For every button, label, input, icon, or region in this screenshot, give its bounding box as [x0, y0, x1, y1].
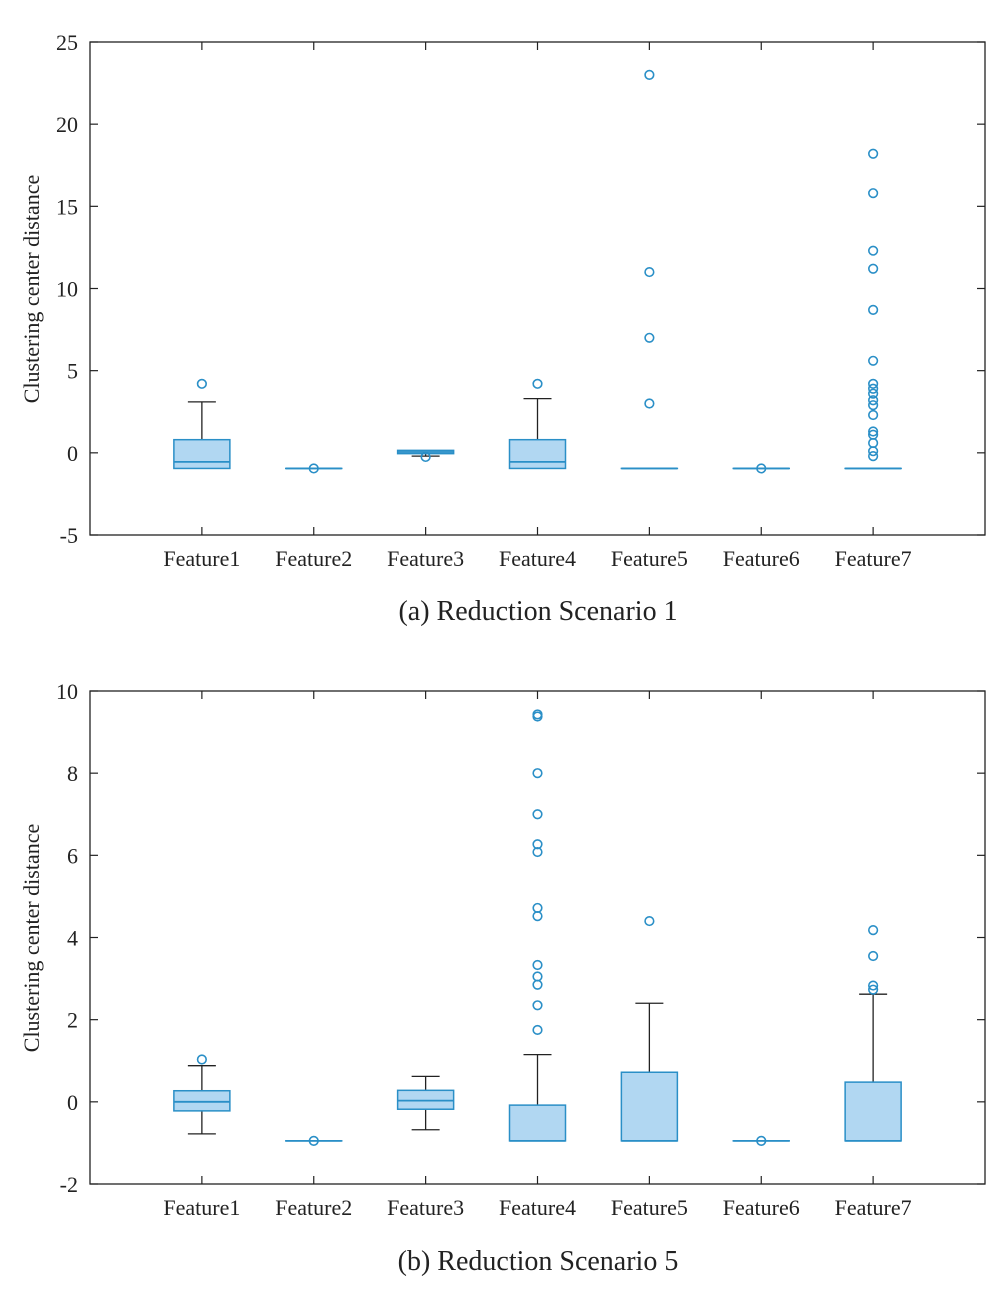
panel-a-box-feature3 — [396, 449, 455, 463]
outlier-point — [196, 378, 207, 389]
outlier-point — [532, 959, 543, 971]
panel-b-category-label: Feature7 — [835, 1195, 912, 1220]
outlier-point — [868, 426, 879, 437]
outlier-point — [868, 378, 879, 389]
panel-a-reduction-scenario-1: Clustering center distance (a) Reduction… — [19, 30, 986, 627]
panel-a-box-feature7 — [844, 148, 902, 470]
panel-b-category-label: Feature3 — [387, 1195, 464, 1220]
box-body — [620, 1071, 679, 1142]
panel-b-ytick-label: -2 — [60, 1172, 78, 1197]
outlier-point — [868, 925, 879, 936]
outlier-point — [644, 915, 655, 927]
panel-a-box-feature1 — [173, 378, 231, 470]
outlier-point — [868, 188, 879, 199]
outlier-point — [868, 304, 879, 315]
outlier-point — [532, 839, 543, 850]
outlier-point — [420, 451, 431, 463]
panel-b-box-feature2 — [285, 1135, 343, 1146]
outlier-point — [644, 332, 655, 343]
outlier-point — [868, 395, 879, 406]
panel-a-box-feature2 — [285, 463, 343, 474]
outlier-point — [868, 148, 879, 159]
outlier-point — [868, 984, 879, 995]
panel-b-category-label: Feature2 — [275, 1195, 352, 1220]
panel-a-category-label: Feature7 — [835, 546, 912, 571]
outlier-point — [868, 451, 879, 462]
panel-a-ytick-label: 20 — [56, 112, 78, 137]
panel-b-ytick-label: 0 — [67, 1090, 78, 1115]
outlier-point — [532, 768, 543, 779]
outlier-point — [868, 388, 879, 399]
panel-b-box-feature3 — [396, 1075, 455, 1131]
outlier-point — [532, 1000, 543, 1011]
outlier-point — [756, 463, 767, 474]
panel-b-ytick-label: 10 — [56, 679, 78, 704]
panel-b-reduction-scenario-5: Clustering center distance (b) Reduction… — [19, 679, 986, 1277]
outlier-point — [532, 979, 543, 990]
box-body — [844, 1081, 902, 1142]
outlier-point — [308, 1135, 319, 1146]
outlier-point — [644, 266, 655, 278]
outlier-point — [868, 980, 879, 991]
outlier-point — [868, 409, 879, 421]
panel-b-box-feature1 — [173, 1054, 231, 1135]
box-body — [508, 438, 567, 470]
outlier-point — [868, 245, 879, 256]
box-body — [173, 438, 231, 470]
panel-b-box-feature4 — [508, 709, 567, 1142]
outlier-point — [532, 971, 543, 982]
outlier-point — [644, 69, 655, 80]
outlier-point — [868, 263, 879, 274]
panel-a-ytick-label: -5 — [60, 523, 78, 548]
outlier-point — [532, 809, 543, 820]
panel-b-box-feature5 — [620, 915, 679, 1142]
outlier-point — [868, 950, 879, 962]
panel-b-box-feature7 — [844, 925, 902, 1142]
panel-a-ytick-label: 15 — [56, 194, 78, 219]
panel-a-category-label: Feature5 — [611, 546, 688, 571]
outlier-point — [868, 355, 879, 366]
outlier-point — [532, 378, 543, 389]
panel-b-ylabel: Clustering center distance — [19, 824, 44, 1052]
panel-a-ytick-label: 10 — [56, 277, 78, 302]
panel-a-box-feature4 — [508, 378, 567, 470]
outlier-point — [868, 383, 879, 394]
panel-b-category-label: Feature1 — [163, 1195, 240, 1220]
panel-a-caption: (a) Reduction Scenario 1 — [398, 596, 677, 627]
panel-a-box-feature5 — [620, 69, 679, 470]
panel-b-category-label: Feature4 — [499, 1195, 576, 1220]
panel-a-category-label: Feature2 — [275, 546, 352, 571]
panel-b-box-feature6 — [732, 1135, 790, 1146]
outlier-point — [644, 398, 655, 409]
panel-a-category-label: Feature3 — [387, 546, 464, 571]
panel-a-ytick-label: 5 — [67, 359, 78, 384]
outlier-point — [532, 1024, 543, 1036]
panel-a-ylabel: Clustering center distance — [19, 175, 44, 403]
outlier-point — [532, 902, 543, 914]
outlier-point — [868, 429, 879, 440]
panel-b-ytick-label: 6 — [67, 843, 78, 868]
panel-b-category-label: Feature5 — [611, 1195, 688, 1220]
panel-b-ytick-label: 2 — [67, 1008, 78, 1033]
outlier-point — [308, 463, 319, 474]
panel-a-category-label: Feature6 — [723, 546, 800, 571]
panel-a-ytick-label: 0 — [67, 441, 78, 466]
outlier-point — [532, 911, 543, 922]
panel-b-ytick-label: 8 — [67, 761, 78, 786]
box-body — [173, 1089, 231, 1112]
panel-b-ytick-label: 4 — [67, 926, 78, 951]
outlier-point — [196, 1054, 207, 1065]
panel-a-ytick-label: 25 — [56, 30, 78, 55]
panel-a-category-label: Feature1 — [163, 546, 240, 571]
panel-a-category-label: Feature4 — [499, 546, 576, 571]
panel-b-caption: (b) Reduction Scenario 5 — [398, 1246, 679, 1277]
outlier-point — [756, 1135, 767, 1146]
panel-b-category-label: Feature6 — [723, 1195, 800, 1220]
panel-a-box-feature6 — [732, 463, 790, 474]
outlier-point — [532, 709, 543, 720]
outlier-point — [868, 437, 879, 449]
box-body — [508, 1104, 567, 1142]
outlier-point — [868, 400, 879, 411]
